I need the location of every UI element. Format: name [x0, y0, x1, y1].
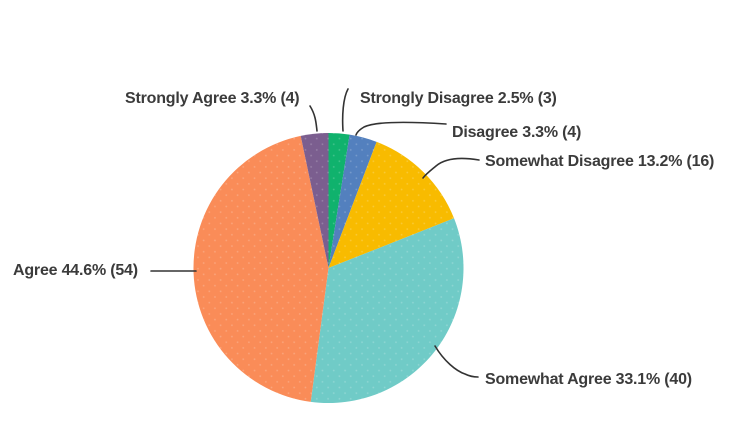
leader-line-strongly-disagree	[341, 88, 349, 132]
slice-label-strongly-disagree: Strongly Disagree 2.5% (3)	[360, 90, 557, 107]
leader-line-strongly-agree	[309, 105, 318, 132]
slice-label-agree: Agree 44.6% (54)	[13, 262, 138, 279]
slice-label-strongly-agree: Strongly Agree 3.3% (4)	[125, 90, 300, 107]
slice-label-somewhat-disagree: Somewhat Disagree 13.2% (16)	[485, 153, 715, 170]
leader-line-somewhat-agree	[434, 345, 479, 378]
slice-label-disagree: Disagree 3.3% (4)	[452, 124, 582, 141]
leader-line-disagree	[355, 121, 447, 136]
leader-line-somewhat-disagree	[422, 157, 480, 179]
slice-label-somewhat-agree: Somewhat Agree 33.1% (40)	[485, 371, 692, 388]
pie-slice-agree[interactable]	[193, 135, 329, 402]
